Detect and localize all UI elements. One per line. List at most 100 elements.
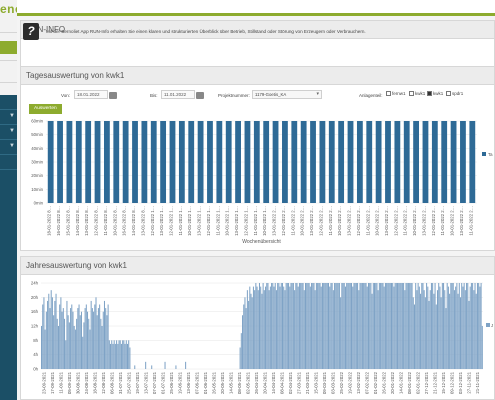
bar	[101, 326, 103, 369]
x-tick-label: 27-03-2021	[296, 371, 301, 394]
sidebar-item-4[interactable]: ▼	[0, 140, 17, 155]
bar	[83, 322, 85, 369]
x-tick-label: 15-12-2021	[441, 371, 446, 394]
bar	[216, 121, 223, 203]
y-tick-label: 20min	[31, 173, 43, 178]
bar	[294, 290, 296, 369]
to-date-input[interactable]: 11.01.2022	[161, 90, 204, 99]
checkbox-box[interactable]	[386, 91, 391, 97]
x-tick-label: 07-02-2022	[364, 371, 369, 394]
x-tick-label: 20-01-2022	[390, 371, 395, 394]
bar	[96, 315, 98, 369]
x-tick-label: 10-01-2022 1…	[262, 206, 267, 236]
bar	[367, 283, 369, 369]
bar	[336, 283, 338, 369]
bar	[349, 283, 351, 369]
bar	[464, 290, 466, 369]
from-date-input[interactable]: 18.01.2022	[74, 90, 117, 99]
top-bar	[17, 0, 495, 16]
bar	[188, 121, 195, 203]
sidebar-item-2[interactable]: ▼	[0, 110, 17, 125]
bar	[242, 315, 244, 369]
bar	[366, 286, 368, 369]
bar	[79, 315, 81, 369]
bar	[225, 121, 232, 203]
bar	[262, 283, 264, 369]
checkbox-box[interactable]	[409, 91, 414, 97]
bar	[394, 121, 401, 203]
evaluate-button[interactable]: Auswerten	[29, 104, 62, 114]
bar	[456, 283, 458, 369]
x-tick-label: 14-04-2021	[271, 371, 276, 394]
bar	[378, 283, 380, 369]
bar	[307, 283, 309, 369]
bar	[145, 361, 147, 369]
bar	[289, 286, 291, 369]
bar	[435, 304, 437, 369]
bar	[258, 283, 261, 369]
daily-panel: Tagesauswertung von kwk1 Von: 18.01.2022…	[20, 66, 495, 251]
bar	[85, 121, 92, 203]
bar	[283, 286, 285, 369]
bar	[406, 283, 408, 369]
bar	[441, 121, 448, 203]
bar	[451, 283, 453, 369]
bar	[266, 283, 268, 369]
bar	[428, 300, 430, 369]
bar	[481, 326, 483, 369]
bar	[469, 121, 476, 203]
bar	[325, 283, 327, 369]
bar	[122, 121, 129, 203]
checkbox-kwk1-a[interactable]: kwk1	[409, 91, 425, 97]
bar	[445, 308, 447, 369]
yearly-chart: 0h 4h 8h 12h 16h 20h 24h 23-09-2021 17-09-2021 11…	[31, 281, 493, 394]
checkbox-kwk1-b[interactable]: kwk1	[427, 91, 444, 97]
bar	[328, 121, 335, 203]
x-tick-label: 09-03-2021	[322, 371, 327, 394]
bar	[68, 322, 70, 369]
sidebar-item-3[interactable]: ▼	[0, 125, 17, 140]
bar	[129, 347, 131, 369]
bar	[272, 121, 279, 203]
bar	[291, 121, 298, 203]
sidebar-item-1[interactable]	[0, 95, 17, 110]
x-tick-label: 18-01-2022 8…	[47, 206, 52, 236]
bar	[323, 283, 325, 369]
bar	[291, 283, 293, 369]
bar	[342, 283, 344, 369]
bar	[386, 283, 388, 369]
bar	[71, 304, 73, 369]
calendar-icon[interactable]	[196, 92, 204, 99]
x-tick-label: 06-08-2021	[109, 371, 114, 394]
x-tick-label: 14-01-2022	[398, 371, 403, 394]
bar	[353, 283, 355, 369]
sidebar-item-active[interactable]	[0, 41, 17, 54]
checkbox-label: kwk1	[433, 91, 444, 96]
project-select[interactable]: 1179-Goetis_KA ▾	[252, 90, 322, 99]
calendar-icon[interactable]	[109, 92, 117, 99]
bar	[403, 121, 410, 203]
checkbox-fernw1[interactable]: fernw1	[386, 91, 406, 97]
y-tick-label: 8h	[33, 338, 38, 343]
bar	[100, 318, 102, 369]
checkbox-box[interactable]	[446, 91, 451, 97]
x-tick-label: 10-01-2022 2…	[375, 206, 380, 236]
checkbox-spdr1[interactable]: spdr1	[446, 91, 463, 97]
bar	[85, 304, 87, 369]
bar	[111, 340, 113, 369]
bar	[66, 121, 73, 203]
bar	[344, 286, 346, 369]
bar	[411, 283, 413, 369]
bar	[76, 318, 78, 369]
checkbox-box-checked[interactable]	[427, 91, 432, 97]
bar	[87, 311, 89, 369]
sidebar-item-5[interactable]	[0, 155, 17, 170]
x-tick-label: 27-11-2021	[466, 371, 471, 393]
bar	[119, 340, 121, 369]
x-tick-label: 10-01-2022 2…	[300, 206, 305, 236]
bar	[476, 283, 478, 369]
bar	[128, 340, 130, 369]
bar	[347, 283, 349, 369]
bar	[160, 121, 167, 203]
x-tick-label: 15-01-2022 8…	[65, 206, 70, 236]
